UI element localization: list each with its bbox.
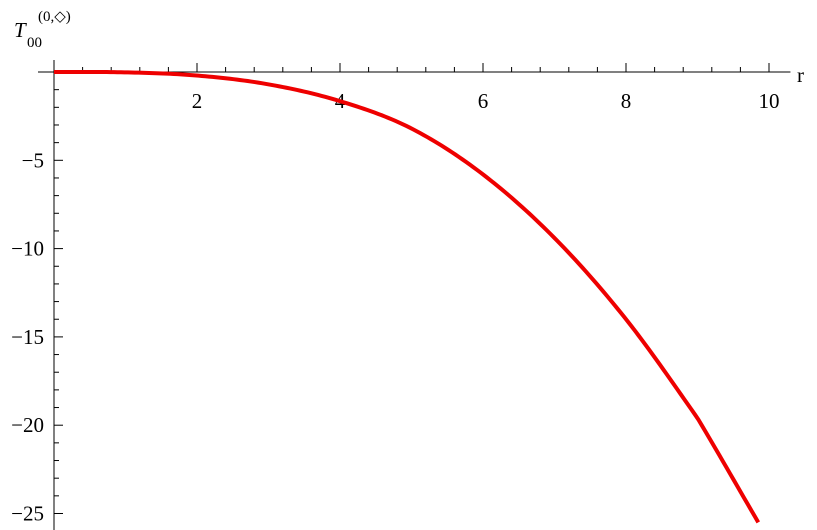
y-axis-label-superscript: (0,◇) <box>38 9 71 25</box>
y-tick-label: −20 <box>11 413 44 437</box>
series-line <box>53 70 760 524</box>
x-axis-label: r <box>797 63 804 87</box>
x-axis-ticks: 2 4 6 8 10 <box>82 63 780 113</box>
x-tick-label: 8 <box>621 89 632 113</box>
series-layer <box>53 70 760 524</box>
y-tick-label: −15 <box>11 325 44 349</box>
y-axis-label-subscript: 00 <box>27 35 42 51</box>
axes: 2 4 6 8 10 −5−10−15−20−25 <box>11 60 791 530</box>
y-axis-ticks: −5 −10 −15 −20 −25 <box>11 89 63 526</box>
y-tick-label: −25 <box>11 502 44 526</box>
y-tick-label: −10 <box>11 237 44 261</box>
y-axis-label: T 00 (0,◇) <box>14 9 71 51</box>
x-tick-label: 2 <box>192 89 203 113</box>
y-axis-label-main: T <box>14 18 27 42</box>
y-tick-label: −5 <box>22 148 44 172</box>
x-tick-label: 10 <box>759 89 780 113</box>
x-tick-label: 6 <box>478 89 489 113</box>
